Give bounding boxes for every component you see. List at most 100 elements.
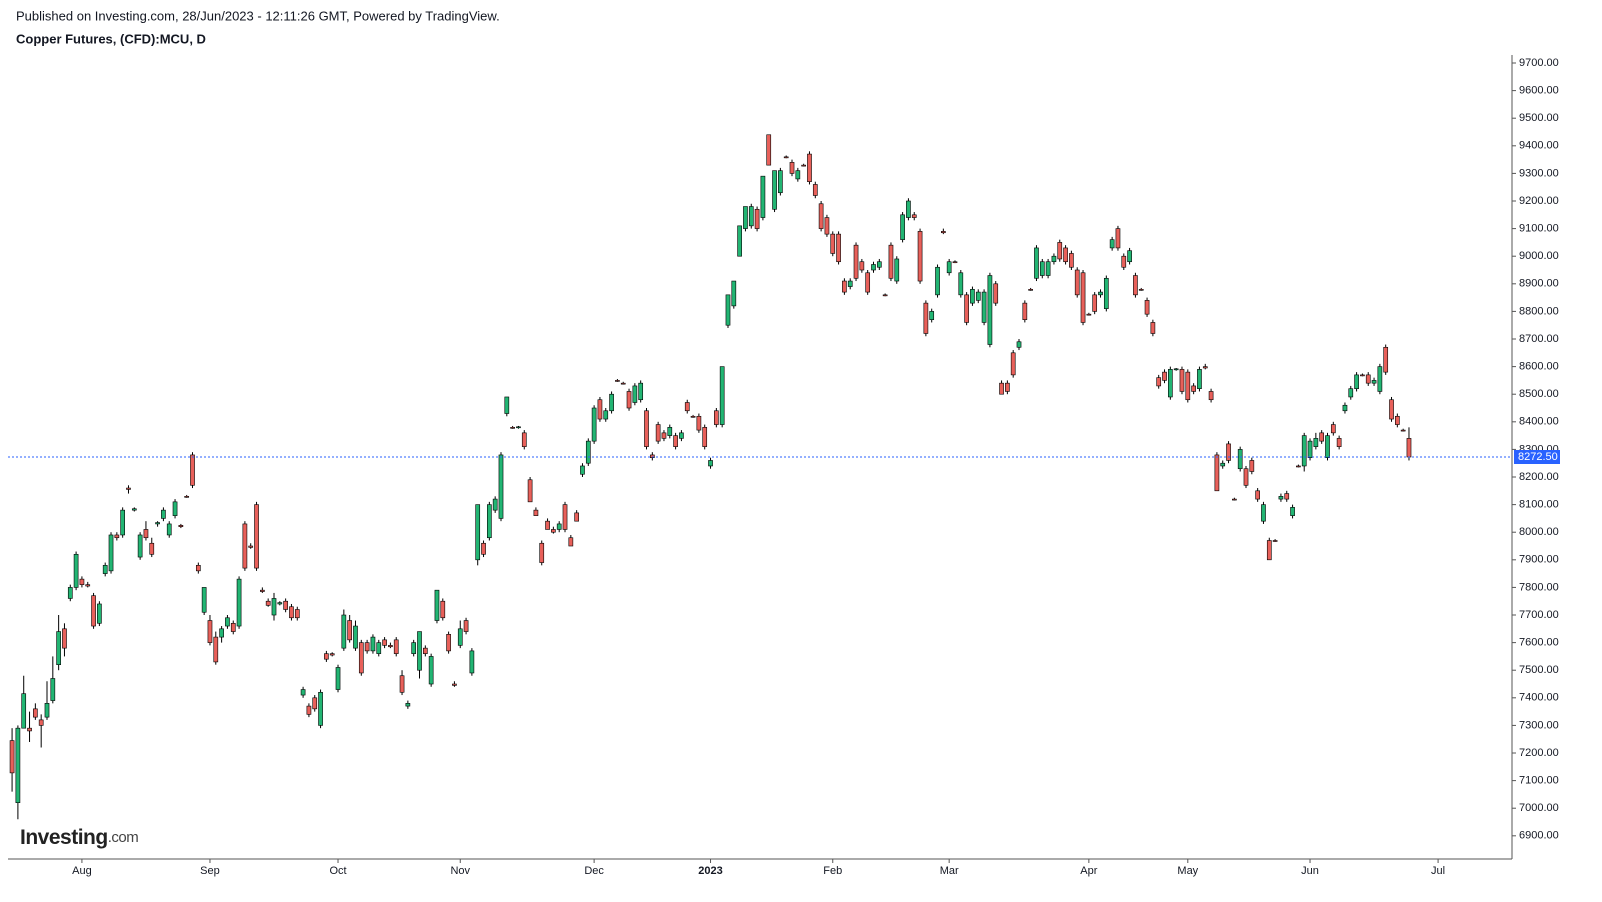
candle-body (551, 529, 556, 533)
candle-body (894, 258, 900, 282)
candle-body (1103, 277, 1109, 309)
candle-body (690, 415, 696, 418)
candle-body (516, 426, 521, 429)
candle-body (388, 645, 393, 648)
candle-body (702, 427, 708, 447)
candle-body (1039, 261, 1045, 276)
candle-body (422, 647, 428, 654)
candle-body (492, 498, 498, 511)
candle-body (1406, 438, 1412, 458)
candle-body (772, 170, 777, 210)
candle-body (155, 522, 160, 525)
candle-body (1063, 247, 1068, 263)
candle-body (358, 642, 364, 674)
candle-body (67, 587, 73, 599)
candle-body (1220, 462, 1226, 467)
y-tick-label: 7500.00 (1519, 664, 1559, 676)
candle-body (1348, 388, 1354, 398)
candle-body (923, 302, 929, 334)
candle-body (1371, 380, 1377, 384)
candle-body (1226, 443, 1231, 461)
candle-body (1400, 429, 1406, 432)
candle-body (655, 424, 661, 442)
candle-body (1342, 404, 1348, 412)
y-tick-label: 9200.00 (1519, 195, 1559, 207)
y-tick-label: 7300.00 (1519, 719, 1559, 731)
x-tick-label: May (1177, 865, 1198, 877)
candle-body (830, 233, 836, 254)
candle-body (1354, 374, 1359, 389)
candle-body (236, 578, 242, 627)
candle-body (1034, 247, 1039, 279)
candle-body (271, 598, 277, 616)
candle-body (1377, 366, 1383, 392)
published-note: Published on Investing.com, 28/Jun/2023 … (16, 8, 500, 23)
candle-body (975, 291, 981, 301)
candle-body (1325, 435, 1330, 458)
candle-body (172, 501, 178, 516)
candle-body (714, 410, 719, 425)
candle-body (981, 291, 987, 323)
candle-body (1144, 300, 1150, 315)
candle-body (248, 545, 254, 548)
candle-body (184, 496, 190, 498)
candle-body (219, 628, 224, 638)
candle-body (9, 740, 15, 774)
candle-body (1179, 369, 1185, 392)
candle-body (1115, 228, 1121, 249)
candle-body (38, 719, 44, 726)
candle-body (178, 525, 184, 527)
candle-body (1045, 261, 1051, 276)
candle-body (1395, 415, 1400, 425)
candle-body (498, 454, 504, 519)
candle-body (789, 162, 795, 174)
candle-body (911, 214, 917, 218)
candle-body (300, 689, 306, 696)
x-tick-label: Jun (1301, 865, 1319, 877)
candle-body (85, 584, 91, 587)
candle-body (452, 683, 457, 686)
candle-body (731, 280, 737, 307)
candle-body (545, 520, 550, 530)
candle-body (510, 427, 515, 429)
y-tick-label: 7100.00 (1519, 775, 1559, 787)
candle-body (1005, 382, 1010, 392)
x-tick-label: 2023 (698, 865, 722, 877)
candle-body (696, 415, 702, 431)
candle-body (254, 504, 259, 569)
candle-body (667, 427, 673, 436)
candle-body (603, 410, 609, 420)
candle-body (341, 614, 347, 649)
candle-body (97, 603, 102, 624)
candle-body (725, 294, 731, 326)
candle-body (15, 727, 21, 803)
y-tick-label: 7400.00 (1519, 692, 1559, 704)
candle-body (312, 697, 318, 710)
candle-body (1360, 374, 1365, 377)
candle-body (935, 266, 940, 296)
y-tick-label: 8200.00 (1519, 471, 1559, 483)
x-tick-label: Feb (823, 865, 842, 877)
candle-body (108, 534, 114, 572)
candle-body (329, 653, 335, 656)
candle-body (958, 272, 964, 296)
candle-body (294, 609, 300, 619)
candle-body (457, 628, 463, 646)
candle-body (917, 231, 923, 282)
candle-body (417, 631, 422, 671)
last-price-box (1514, 450, 1560, 464)
candle-body (900, 214, 905, 240)
candle-body (1121, 255, 1127, 268)
candle-body (1156, 377, 1162, 387)
candle-body (644, 410, 649, 447)
candle-body (801, 164, 806, 167)
y-tick-label: 7600.00 (1519, 637, 1559, 649)
candle-body (405, 703, 411, 707)
candle-body (941, 231, 946, 234)
candle-body (556, 523, 562, 530)
candle-body (1255, 490, 1260, 500)
x-tick-label: Nov (450, 865, 470, 877)
candle-body (1185, 371, 1191, 401)
candle-body (1243, 468, 1249, 486)
